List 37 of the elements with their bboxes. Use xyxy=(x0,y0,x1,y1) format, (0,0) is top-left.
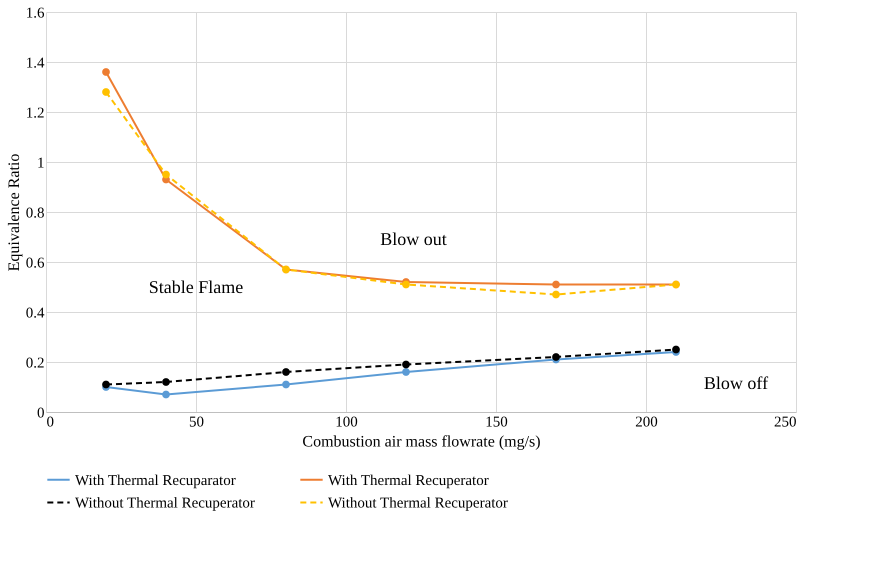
legend-label: Without Thermal Recuperator xyxy=(75,496,255,512)
point xyxy=(162,378,170,386)
annotation: Blow off xyxy=(704,373,768,393)
point xyxy=(162,170,170,178)
y-tick-label: 0.2 xyxy=(26,356,44,372)
point xyxy=(102,88,110,96)
x-tick-label: 50 xyxy=(189,414,204,430)
y-tick-label: 1.4 xyxy=(26,56,45,72)
y-tick-label: 0.4 xyxy=(26,306,45,322)
y-tick-label: 0.6 xyxy=(26,256,45,272)
x-tick-label: 200 xyxy=(635,414,658,430)
x-axis-title: Combustion air mass flowrate (mg/s) xyxy=(302,434,541,450)
point xyxy=(282,368,290,376)
point xyxy=(102,68,110,76)
x-tick-label: 150 xyxy=(485,414,508,430)
legend-label: With Thermal Recuparator xyxy=(75,472,236,489)
point xyxy=(552,290,560,298)
point xyxy=(402,280,410,288)
y-tick-label: 1.2 xyxy=(26,106,44,122)
y-tick-label: 1.6 xyxy=(26,6,45,22)
point xyxy=(402,360,410,368)
point xyxy=(552,353,560,361)
y-tick-label: 1 xyxy=(37,156,44,172)
x-tick-label: 100 xyxy=(335,414,358,430)
legend-label: With Thermal Recuperator xyxy=(328,472,489,489)
y-axis-title: Equivalence Ratio xyxy=(6,154,23,272)
point xyxy=(102,380,110,388)
point xyxy=(672,346,680,354)
point xyxy=(162,390,170,398)
y-tick-label: 0.8 xyxy=(26,206,44,222)
annotation: Blow out xyxy=(380,229,447,249)
point xyxy=(552,280,560,288)
point xyxy=(402,368,410,376)
legend-label: Without Thermal Recuperator xyxy=(328,496,508,512)
annotation: Stable Flame xyxy=(148,277,244,297)
x-tick-label: 250 xyxy=(774,414,796,430)
point xyxy=(282,380,290,388)
